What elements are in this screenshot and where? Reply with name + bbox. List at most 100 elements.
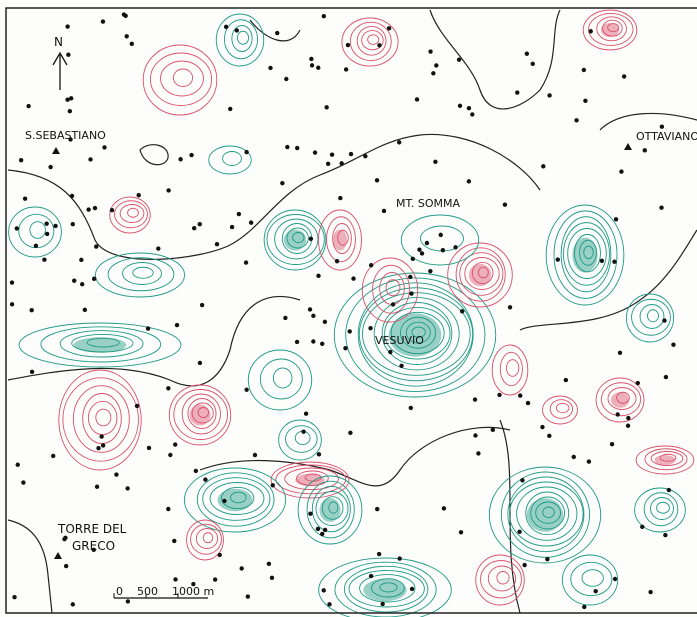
contour-line: [149, 52, 213, 106]
contour-line: [285, 425, 318, 453]
station: [431, 71, 436, 76]
contour-line: [411, 326, 426, 338]
station: [581, 67, 587, 73]
station: [457, 103, 463, 109]
contour-line: [107, 257, 175, 292]
station: [174, 322, 180, 328]
contour-line: [172, 68, 194, 87]
contour-line: [464, 257, 500, 290]
station: [338, 195, 343, 201]
station: [70, 602, 76, 607]
contour-line: [95, 408, 112, 427]
station: [21, 480, 26, 485]
station: [582, 604, 587, 610]
zero-contour: [429, 9, 561, 110]
station: [234, 28, 240, 33]
arrow-head: [52, 51, 68, 66]
station: [547, 93, 552, 98]
station: [663, 374, 669, 380]
station: [9, 302, 15, 307]
station: [659, 205, 664, 210]
station: [434, 63, 439, 68]
contour-line: [480, 560, 522, 599]
station: [410, 256, 416, 262]
contour-line: [195, 528, 219, 549]
station: [334, 258, 340, 264]
contour-line: [560, 216, 612, 293]
station: [92, 205, 98, 211]
contour-line: [284, 467, 339, 491]
station: [490, 427, 496, 433]
station: [66, 52, 71, 57]
contour-line: [361, 257, 419, 323]
station: [69, 193, 75, 199]
anomaly-core: [610, 392, 630, 408]
station: [476, 451, 481, 456]
contour-line: [595, 377, 645, 423]
contour-line: [356, 25, 387, 56]
contour-line: [343, 565, 429, 613]
station: [9, 280, 15, 285]
station: [311, 313, 316, 319]
station: [100, 19, 106, 24]
station: [269, 575, 275, 581]
contour-line: [186, 519, 224, 561]
contour-line: [296, 470, 329, 486]
contour-line: [385, 279, 401, 297]
contour-line: [499, 351, 523, 387]
contour-line: [455, 247, 506, 302]
station: [79, 257, 84, 263]
contour-line: [634, 487, 686, 533]
station: [109, 207, 115, 213]
contour-line: [607, 387, 637, 410]
station: [433, 159, 438, 165]
contour-line: [286, 227, 309, 249]
contour-line: [40, 326, 162, 363]
station: [199, 302, 205, 308]
contour-line: [379, 582, 398, 593]
station: [252, 452, 258, 458]
contour-line: [318, 557, 452, 617]
station: [228, 106, 233, 112]
station: [522, 562, 527, 568]
station: [283, 315, 288, 321]
station: [458, 530, 464, 535]
place-label: S.SEBASTIANO: [25, 129, 106, 142]
contour-line: [311, 485, 351, 533]
station: [244, 149, 249, 155]
station: [343, 67, 349, 72]
station: [311, 339, 316, 344]
station: [320, 341, 325, 346]
station: [612, 576, 618, 582]
coastline: [7, 519, 53, 614]
station: [315, 526, 321, 532]
contour-line: [190, 523, 222, 555]
station: [203, 477, 208, 482]
station: [563, 377, 569, 383]
station: [440, 248, 446, 253]
contour-line: [181, 393, 221, 435]
contour-line: [209, 482, 265, 515]
station: [146, 445, 152, 451]
station: [621, 74, 627, 79]
station: [193, 468, 199, 474]
contour-line: [62, 377, 139, 462]
station: [94, 484, 100, 489]
station: [324, 105, 329, 110]
contour-line: [581, 569, 604, 587]
station: [502, 202, 508, 207]
station: [214, 242, 220, 247]
station: [470, 112, 475, 117]
anomaly-core: [333, 229, 347, 251]
station: [67, 109, 73, 114]
station: [48, 164, 53, 170]
station: [593, 588, 598, 594]
contour-line: [197, 407, 210, 418]
station: [33, 243, 39, 249]
station: [94, 244, 99, 249]
station: [466, 105, 472, 111]
contour-line: [399, 316, 437, 349]
contour-line: [475, 554, 525, 606]
anomaly-core: [295, 473, 325, 487]
contour-line: [500, 471, 591, 558]
